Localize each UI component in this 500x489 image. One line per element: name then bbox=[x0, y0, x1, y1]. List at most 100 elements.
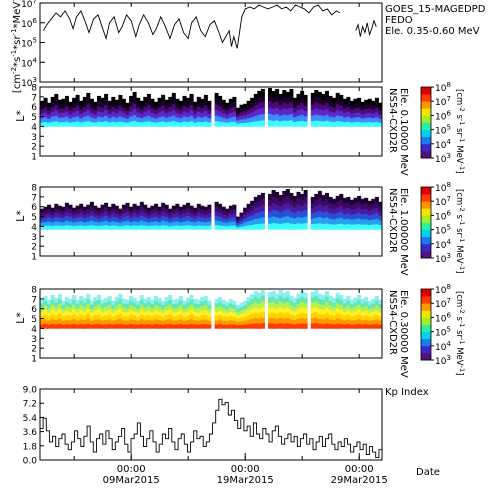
ns3-heatmap-cell bbox=[175, 298, 180, 304]
ns3-heatmap-cell bbox=[79, 319, 84, 324]
ns1-heatmap-cell bbox=[79, 105, 84, 110]
ns1-heatmap-cell bbox=[118, 121, 123, 127]
ns1-heatmap-cell bbox=[218, 116, 223, 122]
ns1-colorbar-segment bbox=[421, 122, 431, 125]
ns3-heatmap-cell bbox=[221, 316, 226, 321]
ns3-heatmap-cell bbox=[107, 309, 112, 315]
ns2-heatmap-cell bbox=[193, 222, 198, 227]
ns3-heatmap-cell bbox=[282, 313, 287, 319]
ns3-heatmap-cell bbox=[268, 292, 272, 298]
ns1-colorbar-segment bbox=[421, 139, 431, 141]
ns1-heatmap-cell bbox=[349, 113, 354, 119]
ns1-heatmap-cell bbox=[47, 102, 52, 107]
ns2-heatmap-cell bbox=[107, 218, 112, 223]
ns2-ytick-label: 5 bbox=[31, 213, 37, 223]
ns1-heatmap-cell bbox=[228, 112, 233, 118]
ns2-heatmap-cell bbox=[82, 210, 87, 215]
ns1-heatmap-cell bbox=[43, 112, 48, 118]
ns2-heatmap-cell bbox=[371, 209, 376, 215]
goes-ytick-label: 107 bbox=[21, 0, 37, 10]
ns2-heatmap-cell bbox=[296, 216, 301, 224]
ns1-colorbar-segment bbox=[421, 97, 431, 100]
ns1-heatmap-cell bbox=[171, 120, 176, 127]
ns2-heatmap-cell bbox=[118, 215, 123, 220]
ns2-heatmap-cell bbox=[196, 203, 201, 209]
ns1-heatmap-cell bbox=[349, 117, 354, 123]
ns1-heatmap-cell bbox=[61, 103, 66, 109]
ns1-heatmap-cell bbox=[100, 116, 105, 122]
ns1-heatmap-cell bbox=[79, 117, 84, 123]
ns3-heatmap-cell bbox=[357, 309, 362, 315]
ns3-heatmap-cell bbox=[72, 294, 77, 300]
ns3-heatmap-cell bbox=[235, 304, 240, 309]
ns54-1mev-side-title: NS54-CXD2R Ele. 1.00000 MeV bbox=[387, 188, 409, 276]
ns3-heatmap-cell bbox=[111, 304, 116, 309]
ns1-colorbar-segment bbox=[421, 153, 431, 155]
ns2-heatmap-cell bbox=[253, 196, 258, 203]
ns3-heatmap-cell bbox=[207, 316, 212, 321]
ns3-heatmap-cell bbox=[89, 304, 94, 309]
ns1-heatmap-cell bbox=[68, 105, 73, 111]
ns1-heatmap-cell bbox=[257, 120, 262, 127]
ns2-heatmap-cell bbox=[175, 212, 180, 217]
ns3-heatmap-cell bbox=[171, 312, 176, 317]
ns3-colorbar-segment bbox=[421, 317, 431, 319]
ns1-heatmap-cell bbox=[100, 112, 105, 118]
ns3-heatmap-cell bbox=[178, 295, 183, 301]
ns3-heatmap-cell bbox=[232, 308, 237, 313]
ns3-heatmap-cell bbox=[121, 315, 126, 321]
ns2-heatmap-cell bbox=[114, 205, 119, 210]
ns3-heatmap-cell bbox=[193, 311, 198, 316]
ns2-heatmap-cell bbox=[114, 225, 119, 230]
ns3-heatmap-cell bbox=[61, 308, 66, 313]
ns1-heatmap-cell bbox=[371, 113, 376, 119]
ns2-heatmap-cell bbox=[271, 216, 276, 224]
ns2-heatmap-cell bbox=[303, 190, 308, 197]
ns2-heatmap-cell bbox=[171, 205, 176, 210]
ns2-heatmap-cell bbox=[93, 221, 98, 226]
ns3-heatmap-cell bbox=[342, 320, 347, 325]
ns3-heatmap-cell bbox=[246, 301, 251, 307]
ns1-heatmap-cell bbox=[168, 101, 173, 107]
ns2-heatmap-cell bbox=[335, 195, 340, 202]
ns2-colorbar-segment bbox=[421, 209, 431, 212]
ns3-heatmap-cell bbox=[154, 314, 158, 320]
ns3-heatmap-cell bbox=[178, 323, 183, 329]
ns3-heatmap-cell bbox=[289, 319, 294, 324]
ns2-heatmap-cell bbox=[285, 202, 290, 210]
ns3-heatmap-cell bbox=[349, 316, 354, 321]
ns1-colorbar-segment bbox=[421, 108, 431, 110]
ns2-heatmap-cell bbox=[150, 225, 155, 230]
ns2-heatmap-cell bbox=[175, 208, 180, 213]
ns2-heatmap-cell bbox=[214, 215, 219, 221]
ns3-heatmap-cell bbox=[243, 312, 248, 317]
ns2-heatmap-cell bbox=[104, 224, 109, 230]
ns1-heatmap-cell bbox=[228, 98, 233, 104]
ns2-heatmap-cell bbox=[260, 223, 265, 230]
ns3-heatmap-cell bbox=[164, 296, 169, 302]
ns2-colorbar-segment bbox=[421, 210, 431, 213]
ns1-ytick-label: 3 bbox=[31, 133, 37, 143]
ns2-colorbar-segment bbox=[421, 233, 431, 235]
ns3-heatmap-cell bbox=[168, 314, 173, 320]
ns1-heatmap-cell bbox=[364, 108, 369, 114]
ns1-ytick-label: 2 bbox=[31, 143, 37, 153]
ns2-heatmap-cell bbox=[43, 210, 48, 215]
ns2-heatmap-cell bbox=[125, 211, 130, 217]
ns1-heatmap-cell bbox=[243, 103, 248, 108]
ns3-heatmap-cell bbox=[360, 307, 365, 312]
ns3-heatmap-cell bbox=[186, 324, 191, 329]
ns3-heatmap-cell bbox=[100, 320, 105, 325]
ns3-heatmap-cell bbox=[246, 296, 251, 302]
ns3-colorbar-segment bbox=[421, 343, 431, 346]
ns3-heatmap-cell bbox=[40, 315, 44, 321]
ns1-heatmap-cell bbox=[200, 108, 205, 113]
ns1-heatmap-cell bbox=[303, 100, 308, 106]
ns2-heatmap-cell bbox=[54, 225, 59, 230]
ns3-heatmap-cell bbox=[353, 319, 358, 325]
ns2-heatmap-cell bbox=[342, 218, 347, 225]
ns3-heatmap-cell bbox=[171, 299, 176, 305]
ns3-heatmap-cell bbox=[339, 294, 344, 300]
ns2-heatmap-cell bbox=[285, 222, 290, 230]
ns2-heatmap-cell bbox=[232, 225, 237, 230]
